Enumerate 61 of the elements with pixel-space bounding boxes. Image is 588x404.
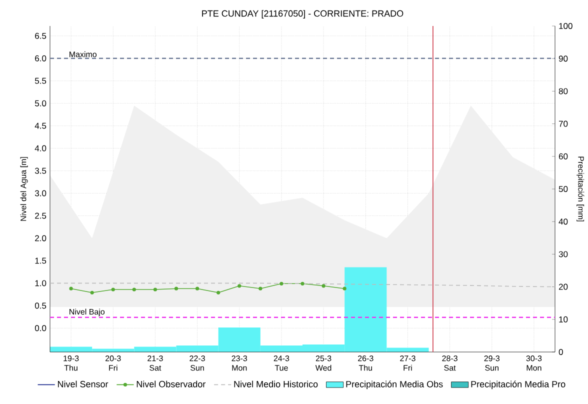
y2-tick-label: 50 <box>558 186 568 192</box>
x-tick-label: 22-3 Sun <box>190 356 205 371</box>
y2-tick-label: 0 <box>558 348 563 356</box>
ref-line-label: Nivel Bajo <box>70 308 105 316</box>
y-tick-label: 3.0 <box>34 190 46 196</box>
y-tick-label: 4.5 <box>34 122 46 129</box>
y2-tick-label: 70 <box>558 120 568 127</box>
point <box>322 284 326 288</box>
point <box>69 286 73 290</box>
y-tick-label: 5.0 <box>35 100 46 106</box>
legend-label: Precipitación Media Obs <box>346 380 443 390</box>
x-tick-label: 19-3 Thu <box>64 356 79 371</box>
y2-tick-label: 30 <box>558 251 568 258</box>
y-tick-label: 6.0 <box>35 55 46 62</box>
y2-tick-label: 10 <box>559 316 568 322</box>
y-tick-label: 3.5 <box>34 168 46 174</box>
point <box>258 286 262 290</box>
y-tick-label: 0.0 <box>34 325 46 332</box>
x-tick-label: 28-3 Sat <box>442 356 458 371</box>
point <box>132 288 136 292</box>
y2-tick-label: 80 <box>558 88 568 94</box>
y2-tick-label: 20 <box>558 284 568 290</box>
y-tick-label: 2.5 <box>35 212 46 219</box>
y-tick-label: 1.0 <box>35 280 46 286</box>
point <box>153 288 158 292</box>
chart-title: PTE CUNDAY [21167050] - CORRIENTE: PRADO <box>202 10 404 18</box>
y2-tick-label: 40 <box>558 218 568 225</box>
y-tick-label: 5.5 <box>35 78 46 84</box>
point <box>238 284 242 288</box>
point <box>342 286 346 290</box>
point <box>280 282 284 286</box>
x-tick-label: 24-3 Tue <box>274 356 290 371</box>
legend-label: Nivel Medio Historico <box>234 380 318 388</box>
y-tick-label: 4.0 <box>34 145 46 152</box>
x-tick-label: 26-3 Thu <box>358 356 374 371</box>
y2-tick-label: 90 <box>558 56 568 62</box>
point <box>216 290 220 294</box>
x-tick-label: 30-3 Mon <box>526 356 542 371</box>
point <box>195 286 200 290</box>
ref-line-label: Maximo <box>70 51 97 58</box>
y-axis-title: Nivel del Agua [m] <box>20 157 28 221</box>
x-tick-label: 23-3 Mon <box>232 356 248 371</box>
x-tick-label: 25-3 Wed <box>315 356 332 371</box>
point <box>174 286 178 290</box>
y2-tick-label: 100 <box>559 22 572 29</box>
y-tick-label: 6.5 <box>35 32 46 39</box>
y-tick-label: 1.5 <box>35 258 46 264</box>
x-tick-label: 20-3 Fri <box>106 356 121 371</box>
y-tick-label: 0.5 <box>34 302 46 309</box>
x-tick-label: 29-3 Sun <box>484 356 500 371</box>
point <box>90 290 94 294</box>
x-tick-label: 21-3 Sat <box>148 356 163 371</box>
legend-label: Nivel Observador <box>136 380 206 388</box>
y2-axis-title: Precipitación [mm] <box>576 156 584 222</box>
legend-label: Precipitación Media Pro <box>471 380 566 390</box>
legend-label: Nivel Sensor <box>58 380 108 388</box>
y-tick-label: 2.0 <box>35 235 46 242</box>
x-tick-label: 27-3 Fri <box>400 356 416 371</box>
point <box>300 282 304 286</box>
y2-tick-label: 60 <box>558 153 568 160</box>
point <box>111 288 115 292</box>
